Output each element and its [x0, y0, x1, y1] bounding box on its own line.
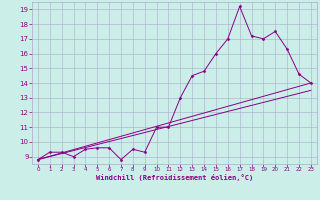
X-axis label: Windchill (Refroidissement éolien,°C): Windchill (Refroidissement éolien,°C): [96, 174, 253, 181]
